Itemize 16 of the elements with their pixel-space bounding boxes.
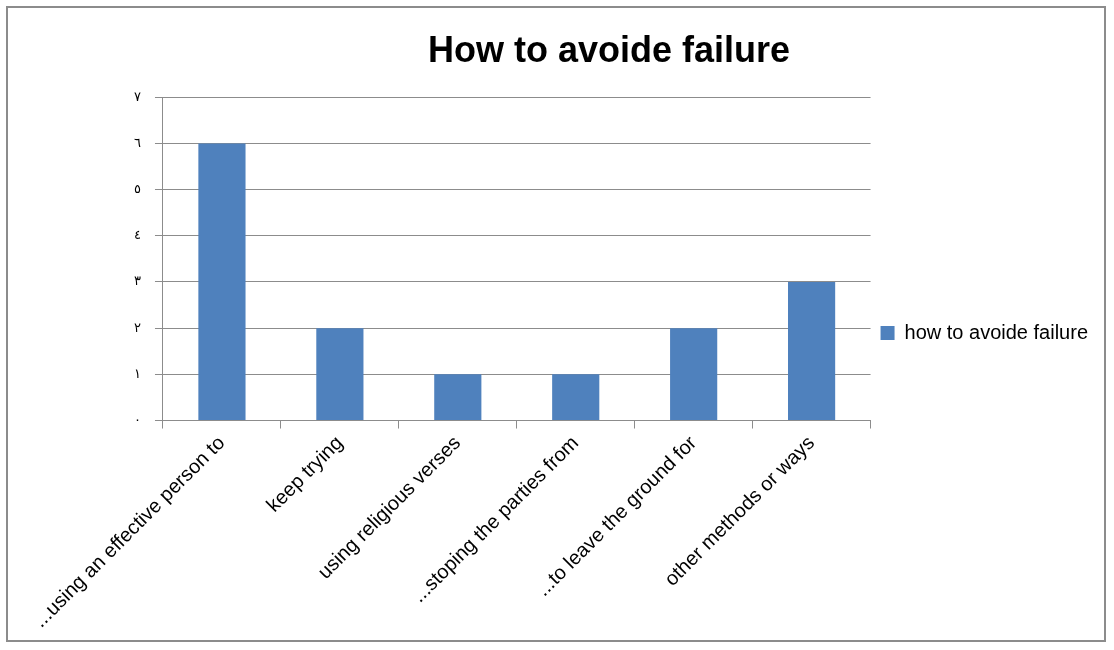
bar bbox=[788, 281, 836, 421]
bar bbox=[316, 328, 364, 421]
y-tick-label: ٦ bbox=[134, 134, 141, 150]
y-tick-label: ٤ bbox=[134, 227, 141, 243]
bar bbox=[552, 374, 600, 421]
bar bbox=[434, 374, 482, 421]
bar bbox=[198, 143, 246, 421]
chart-title: How to avoide failure bbox=[427, 28, 791, 70]
bar bbox=[670, 328, 718, 421]
y-tick-label: ٧ bbox=[134, 88, 141, 104]
y-tick-label: ٥ bbox=[134, 180, 141, 196]
y-tick-label: ٠ bbox=[134, 411, 141, 427]
y-tick-label: ١ bbox=[134, 365, 141, 381]
legend-label: how to avoide failure bbox=[904, 320, 1089, 343]
y-tick-label: ٢ bbox=[134, 319, 141, 335]
y-tick-label: ٣ bbox=[134, 273, 141, 289]
